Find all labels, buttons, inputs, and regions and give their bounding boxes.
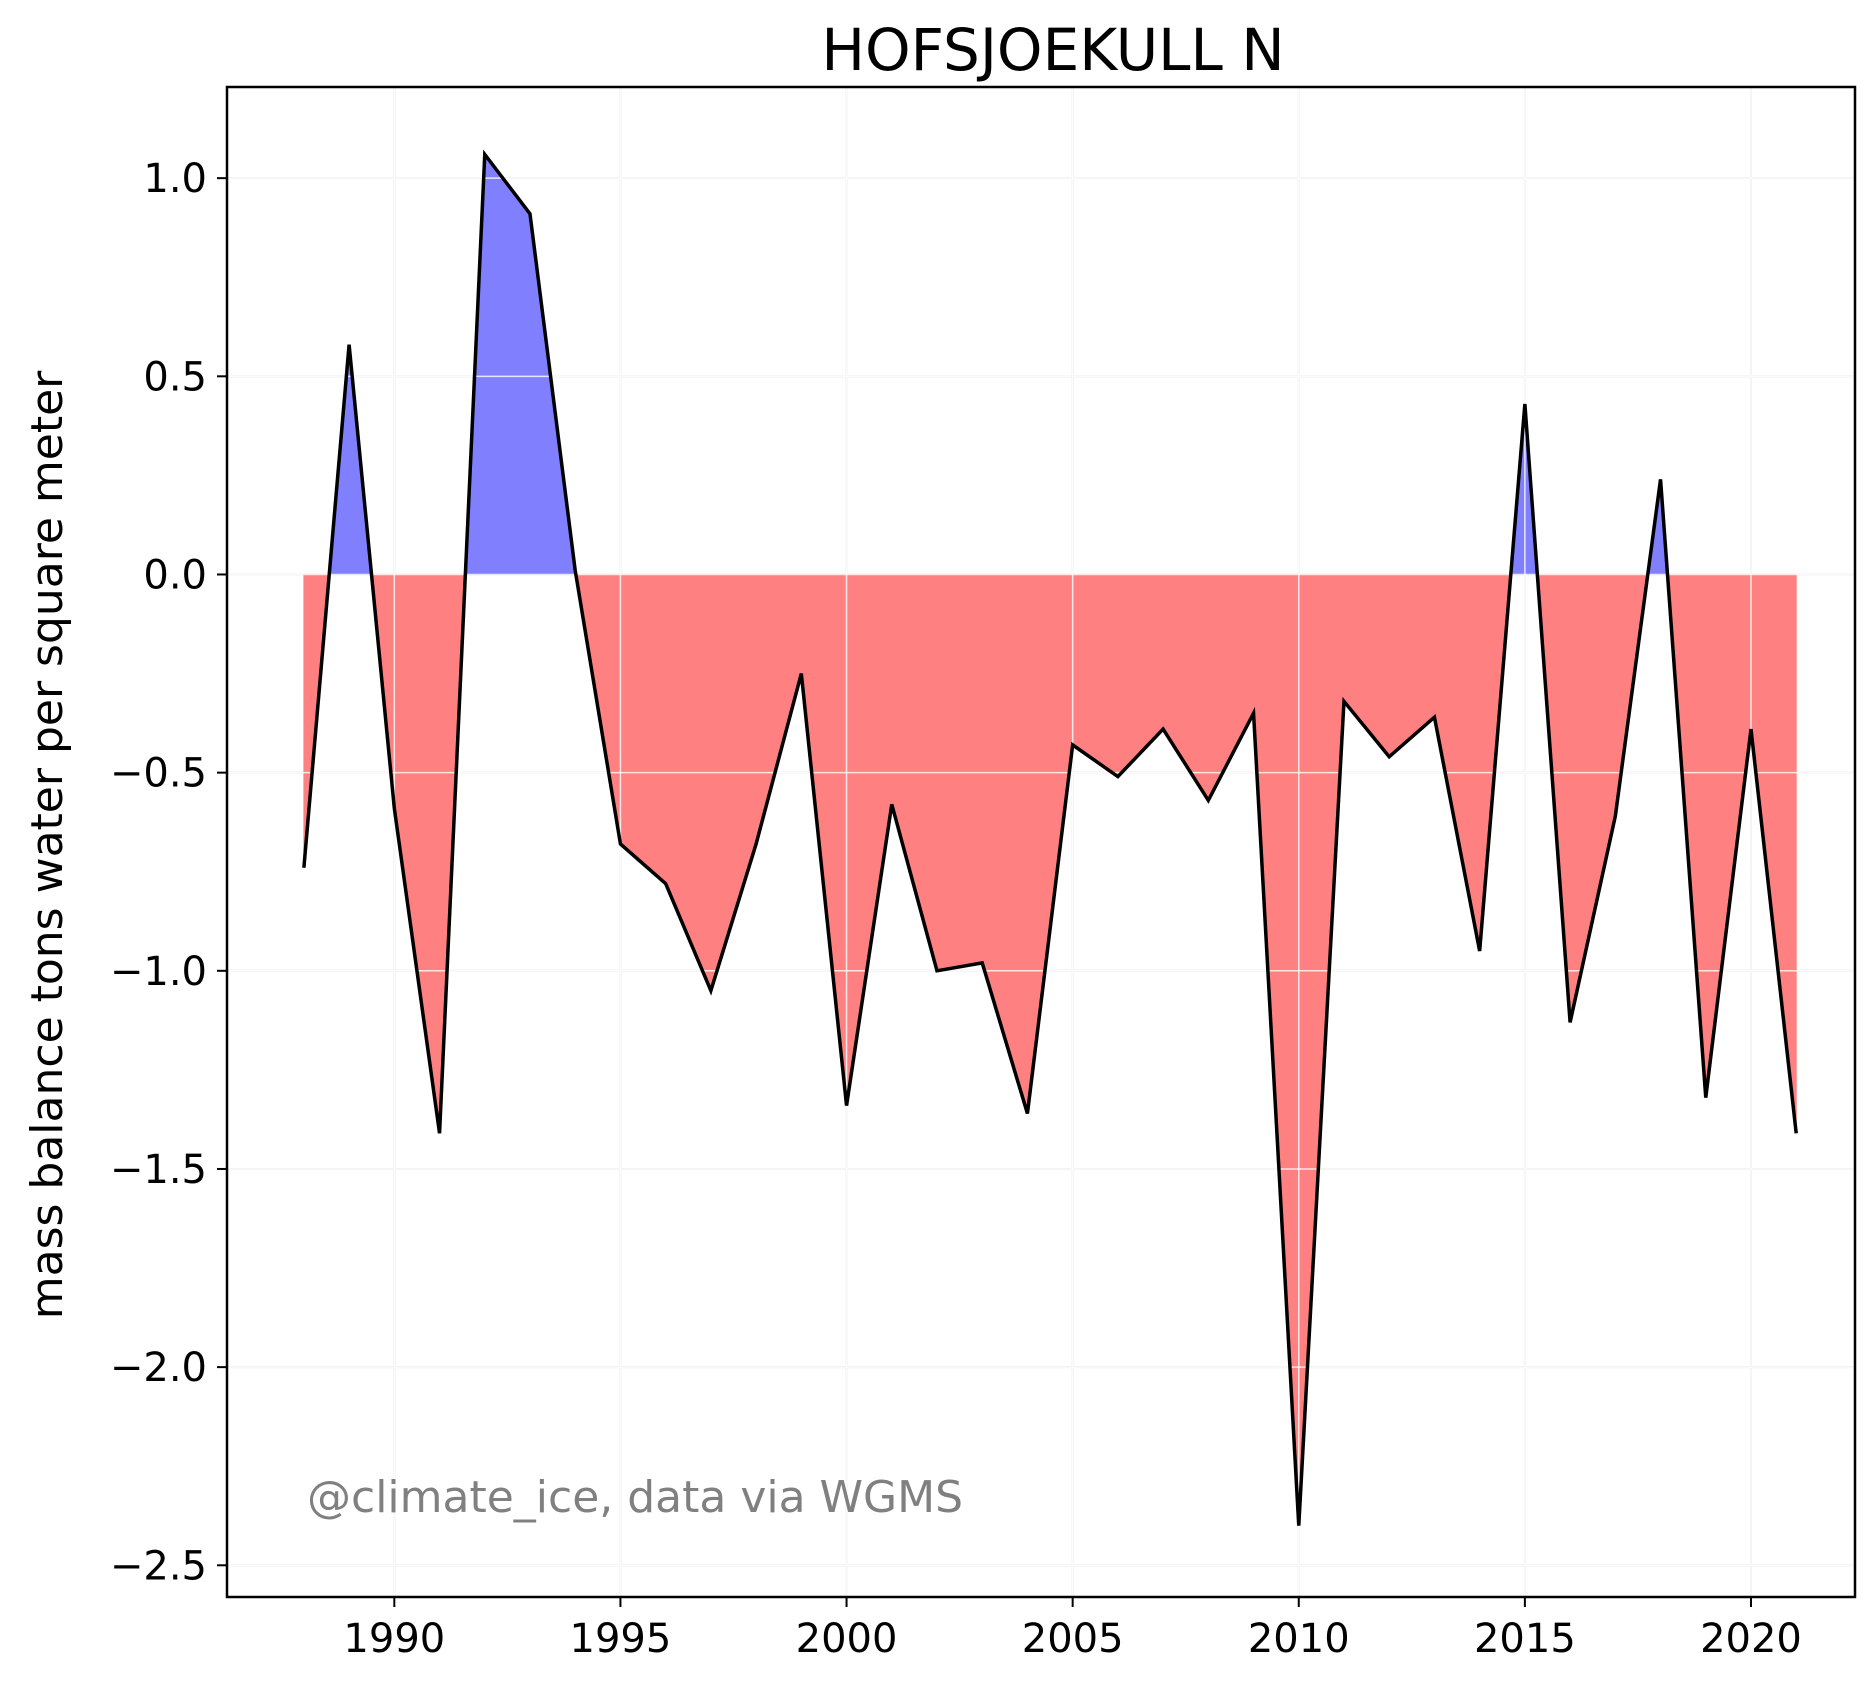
- y-tick-label: 1.0: [143, 156, 207, 202]
- watermark-annotation: @climate_ice, data via WGMS: [307, 1472, 963, 1523]
- x-tick-label: 2020: [1700, 1616, 1802, 1662]
- y-tick-label: −2.5: [110, 1543, 207, 1589]
- plot-area: 1990 1995 2000 2005 2010 2015 2020 1.0 0.5 0.0 −0.…: [110, 85, 1857, 1662]
- negative-balance-area: [619, 573, 667, 885]
- y-tick-label: −0.5: [110, 751, 207, 797]
- x-tick-label: 2015: [1474, 1616, 1576, 1662]
- y-tick-label: −2.0: [110, 1345, 207, 1391]
- axes-frame: [225, 85, 1857, 1599]
- x-tick-label: 1995: [570, 1616, 672, 1662]
- y-tick-label: −1.0: [110, 949, 207, 995]
- y-tick-label: 0.0: [143, 552, 207, 598]
- positive-balance-area: [484, 152, 531, 575]
- y-tick-label: 0.5: [143, 354, 207, 400]
- negative-balance-area: [1072, 573, 1119, 778]
- x-tick-label: 2000: [796, 1616, 898, 1662]
- x-tick-label: 2010: [1248, 1616, 1350, 1662]
- mass-balance-line: [302, 149, 1798, 1526]
- y-tick-label: −1.5: [110, 1147, 207, 1193]
- y-axis-label: mass balance tons water per square meter: [22, 370, 73, 1319]
- gridlines-over-fill: [227, 87, 1855, 1597]
- x-tick-label: 1990: [343, 1616, 445, 1662]
- x-tick-label: 2005: [1022, 1616, 1124, 1662]
- chart-title: HOFSJOEKULL N: [821, 16, 1284, 84]
